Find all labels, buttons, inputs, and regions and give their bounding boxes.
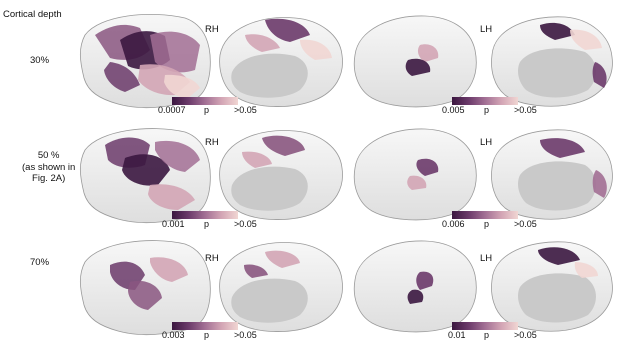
row-label-50: 50 % (as shown in Fig. 2A) (22, 150, 76, 184)
row2-rh-medial (219, 130, 343, 220)
rh-scale-row3: 0.003 p >0.05 (162, 322, 257, 341)
lh-scale-row3: 0.01 p >0.05 (448, 322, 537, 341)
cortical-depth-title: Cortical depth (3, 9, 62, 20)
rh-scale-row1: 0.0007 p >0.05 (158, 97, 257, 116)
row2-rh-lateral (79, 128, 211, 224)
lh-label-row2: LH (480, 137, 493, 148)
scale-mid: p (204, 330, 210, 340)
scale-max: >0.05 (514, 105, 537, 115)
row3-lh-lateral (353, 240, 477, 333)
scale-max: >0.05 (514, 219, 537, 229)
rh-label-row1: RH (205, 24, 219, 35)
scale-max: >0.05 (234, 330, 257, 340)
lh-scale-row1: 0.005 p >0.05 (442, 97, 537, 116)
lh-colorbar (452, 211, 518, 219)
row3-rh-lateral (79, 240, 211, 336)
row-label-70: 70% (30, 257, 50, 268)
rh-label-row2: RH (205, 137, 219, 148)
row2-lh-medial (491, 129, 613, 220)
row1-lh-medial (491, 16, 613, 107)
scale-mid: p (484, 219, 490, 229)
lh-colorbar (452, 322, 518, 330)
rh-label-row3: RH (205, 253, 219, 264)
scale-mid: p (204, 219, 210, 229)
scale-max: >0.05 (234, 105, 257, 115)
rh-colorbar (172, 97, 238, 105)
row3-lh-medial (491, 241, 613, 332)
lh-scale-row2: 0.006 p >0.05 (442, 211, 537, 230)
rh-scale-row2: 0.001 p >0.05 (162, 211, 257, 230)
row-label-30: 30% (30, 55, 50, 66)
scale-max: >0.05 (514, 330, 537, 340)
scale-max: >0.05 (234, 219, 257, 229)
scale-min: 0.001 (162, 219, 185, 229)
scale-mid: p (204, 105, 210, 115)
rh-colorbar (172, 211, 238, 219)
lh-colorbar (452, 97, 518, 105)
lh-label-row3: LH (480, 253, 493, 264)
row1-rh-medial (219, 17, 343, 107)
scale-min: 0.003 (162, 330, 185, 340)
scale-mid: p (484, 105, 490, 115)
scale-min: 0.0007 (158, 105, 186, 115)
row2-lh-lateral (353, 128, 477, 221)
row3-rh-medial (219, 242, 343, 332)
scale-min: 0.006 (442, 219, 465, 229)
row1-lh-lateral (353, 15, 477, 108)
scale-mid: p (484, 330, 490, 340)
scale-min: 0.005 (442, 105, 465, 115)
lh-label-row1: LH (480, 24, 493, 35)
rh-colorbar (172, 322, 238, 330)
scale-min: 0.01 (448, 330, 466, 340)
row1-rh-lateral (79, 13, 211, 109)
